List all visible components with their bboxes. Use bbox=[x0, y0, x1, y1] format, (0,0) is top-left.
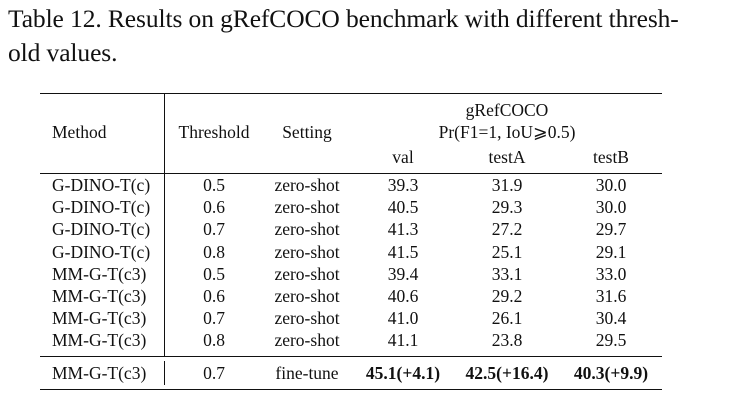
cell-setting: zero-shot bbox=[274, 241, 340, 262]
cell-setting: zero-shot bbox=[274, 308, 340, 329]
cell-threshold: 0.5 bbox=[203, 263, 225, 284]
final-row-testa: 42.5(+16.4) bbox=[465, 363, 549, 383]
final-row-threshold: 0.7 bbox=[203, 363, 225, 383]
final-row-testb: 40.3(+9.9) bbox=[573, 363, 649, 383]
header-threshold: Threshold bbox=[178, 122, 250, 142]
cell-val: 41.0 bbox=[387, 308, 419, 329]
cell-testb: 33.0 bbox=[595, 263, 627, 284]
column-divider bbox=[164, 361, 165, 385]
caption-line-1: Table 12. Results on gRefCOCO benchmark … bbox=[8, 4, 679, 33]
cell-method: MM-G-T(c3) bbox=[52, 286, 147, 306]
top-rule bbox=[40, 93, 662, 95]
cell-val: 39.4 bbox=[387, 263, 419, 284]
column-divider bbox=[164, 174, 165, 356]
cell-val: 41.1 bbox=[387, 330, 419, 351]
cell-testb: 30.4 bbox=[595, 308, 627, 329]
cell-val: 41.5 bbox=[387, 241, 419, 262]
cell-setting: zero-shot bbox=[274, 175, 340, 195]
cell-method: G-DINO-T(c) bbox=[52, 219, 151, 240]
header-split-testb: testB bbox=[593, 147, 629, 167]
cell-testa: 29.2 bbox=[491, 286, 523, 306]
cell-threshold: 0.7 bbox=[203, 308, 225, 329]
cell-testb: 31.6 bbox=[595, 286, 627, 306]
cell-val: 40.6 bbox=[387, 286, 419, 306]
header-split-val: val bbox=[392, 147, 414, 167]
cell-threshold: 0.8 bbox=[203, 330, 225, 351]
header-setting: Setting bbox=[282, 122, 332, 142]
cell-testb: 30.0 bbox=[595, 197, 627, 218]
cell-method: G-DINO-T(c) bbox=[52, 241, 151, 262]
cell-setting: zero-shot bbox=[274, 197, 340, 218]
caption-line-2: old values. bbox=[8, 38, 118, 67]
bottom-rule bbox=[40, 389, 662, 391]
cell-method: G-DINO-T(c) bbox=[52, 175, 151, 195]
final-row-method: MM-G-T(c3) bbox=[52, 363, 147, 383]
cell-testb: 30.0 bbox=[595, 175, 627, 195]
cell-method: MM-G-T(c3) bbox=[52, 263, 147, 284]
cell-threshold: 0.6 bbox=[203, 197, 225, 218]
cell-val: 41.3 bbox=[387, 219, 419, 240]
cell-testa: 23.8 bbox=[491, 330, 523, 351]
cell-setting: zero-shot bbox=[274, 219, 340, 240]
cell-testa: 25.1 bbox=[491, 241, 523, 262]
final-row-setting: fine-tune bbox=[275, 363, 339, 383]
table-caption: Table 12. Results on gRefCOCO benchmark … bbox=[8, 2, 723, 70]
cell-testb: 29.5 bbox=[595, 330, 627, 351]
cell-method: MM-G-T(c3) bbox=[52, 330, 147, 351]
header-metric: Pr(F1=1, IoU⩾0.5) bbox=[438, 122, 576, 142]
header-group: gRefCOCO bbox=[465, 100, 549, 120]
header-method: Method bbox=[52, 122, 107, 142]
final-row-rule bbox=[40, 356, 662, 357]
cell-threshold: 0.7 bbox=[203, 219, 225, 240]
column-divider bbox=[164, 94, 165, 173]
cell-testb: 29.7 bbox=[595, 219, 627, 240]
cell-method: MM-G-T(c3) bbox=[52, 308, 147, 329]
cell-method: G-DINO-T(c) bbox=[52, 197, 151, 218]
header-rule bbox=[40, 173, 662, 174]
header-split-testa: testA bbox=[488, 147, 526, 167]
cell-testa: 33.1 bbox=[491, 263, 523, 284]
cell-testa: 29.3 bbox=[491, 197, 523, 218]
cell-threshold: 0.6 bbox=[203, 286, 225, 306]
cell-setting: zero-shot bbox=[274, 330, 340, 351]
cell-val: 39.3 bbox=[387, 175, 419, 195]
cell-setting: zero-shot bbox=[274, 286, 340, 306]
cell-testb: 29.1 bbox=[595, 241, 627, 262]
cell-threshold: 0.8 bbox=[203, 241, 225, 262]
cell-testa: 26.1 bbox=[491, 308, 523, 329]
final-row-val: 45.1(+4.1) bbox=[365, 363, 441, 383]
cell-testa: 31.9 bbox=[491, 175, 523, 195]
cell-threshold: 0.5 bbox=[203, 175, 225, 195]
cell-testa: 27.2 bbox=[491, 219, 523, 240]
cell-val: 40.5 bbox=[387, 197, 419, 218]
cell-setting: zero-shot bbox=[274, 263, 340, 284]
